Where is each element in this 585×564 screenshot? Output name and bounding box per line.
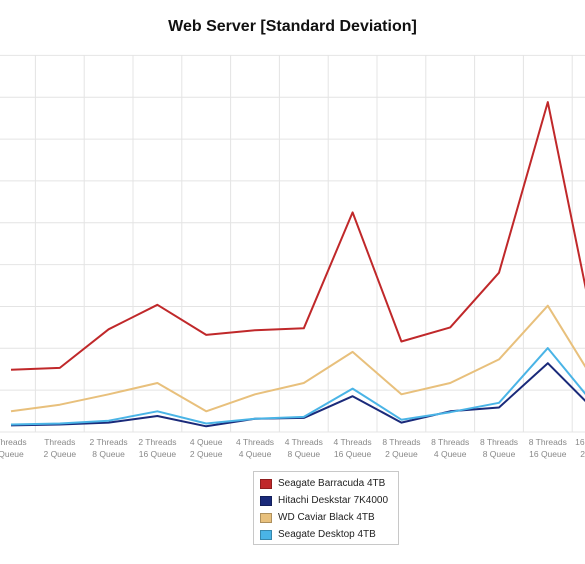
x-tick-label: Queue <box>0 449 24 459</box>
series-lines <box>10 101 585 428</box>
legend-item: Hitachi Deskstar 7K4000 <box>260 492 392 509</box>
x-tick-label: 2 Queue <box>43 449 76 459</box>
legend-label: Hitachi Deskstar 7K4000 <box>278 495 389 506</box>
legend-label: WD Caviar Black 4TB <box>278 512 375 523</box>
x-tick-label: Threads <box>0 437 27 447</box>
legend: Seagate Barracuda 4TB Hitachi Deskstar 7K… <box>253 471 399 545</box>
series-line-1 <box>10 101 585 371</box>
legend-item: Seagate Desktop 4TB <box>260 526 392 543</box>
x-tick-label: 4 Threads <box>334 437 372 447</box>
x-tick-label: 8 Threads <box>480 437 518 447</box>
x-tick-label: 8 Threads <box>382 437 420 447</box>
legend-swatch <box>260 512 272 523</box>
x-tick-label: 16 Threads <box>575 437 585 447</box>
legend-swatch <box>260 495 272 506</box>
x-tick-label: 4 Queue <box>190 437 223 447</box>
x-axis-tick-labels: Threads Queue Threads 2 Queue 2 Threads 8 Que… <box>0 437 585 459</box>
series-line-4 <box>10 347 585 426</box>
series-line-3 <box>10 304 585 413</box>
x-tick-label: Threads <box>44 437 75 447</box>
x-tick-label: 8 Threads <box>431 437 469 447</box>
x-tick-label: 2 Queue <box>580 449 585 459</box>
x-tick-label: 8 Queue <box>483 449 516 459</box>
legend-swatch <box>260 529 272 540</box>
x-tick-label: 4 Threads <box>236 437 274 447</box>
x-tick-label: 16 Queue <box>334 449 372 459</box>
x-tick-label: 2 Queue <box>190 449 223 459</box>
grid <box>0 54 585 433</box>
x-tick-label: 4 Queue <box>239 449 272 459</box>
x-tick-label: 4 Threads <box>285 437 323 447</box>
x-tick-label: 16 Queue <box>139 449 177 459</box>
legend-item: Seagate Barracuda 4TB <box>260 475 392 492</box>
legend-label: Seagate Desktop 4TB <box>278 529 376 540</box>
x-tick-label: 2 Threads <box>90 437 128 447</box>
legend-swatch <box>260 478 272 489</box>
x-tick-label: 8 Queue <box>287 449 320 459</box>
x-tick-label: 2 Queue <box>385 449 418 459</box>
x-tick-label: 4 Queue <box>434 449 467 459</box>
x-tick-label: 16 Queue <box>529 449 567 459</box>
chart-title: Web Server [Standard Deviation] <box>168 18 417 35</box>
x-tick-label: 8 Queue <box>92 449 125 459</box>
x-tick-label: 2 Threads <box>138 437 176 447</box>
x-tick-label: 8 Threads <box>529 437 567 447</box>
legend-item: WD Caviar Black 4TB <box>260 509 392 526</box>
series-line-2 <box>10 362 585 428</box>
legend-label: Seagate Barracuda 4TB <box>278 478 386 489</box>
